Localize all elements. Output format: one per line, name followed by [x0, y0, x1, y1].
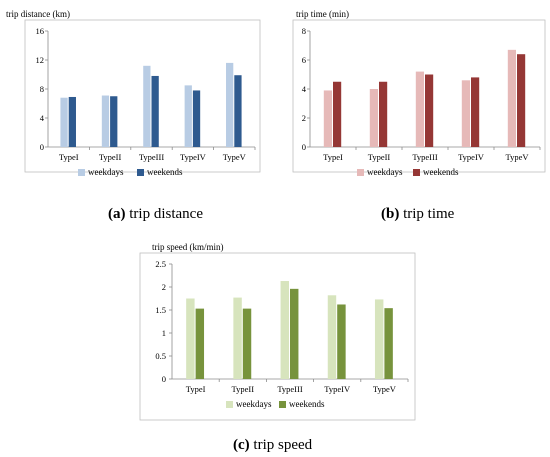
- bar-weekends-TypeIV: [192, 90, 201, 147]
- y-tick-label: 8: [302, 26, 306, 36]
- y-tick-label: 16: [36, 26, 45, 36]
- chart-frame: [24, 19, 261, 173]
- y-axis-label: trip speed (km/min): [152, 242, 224, 252]
- bar-weekends-TypeIII: [290, 288, 299, 379]
- bar-weekdays-TypeII: [233, 297, 242, 379]
- caption-a-letter: (a): [108, 206, 126, 222]
- caption-a: (a) trip distance: [108, 206, 203, 223]
- legend-label-weekdays: weekdays: [88, 167, 124, 177]
- bar-weekdays-TypeII: [369, 89, 378, 147]
- legend-label-weekdays: weekdays: [367, 167, 403, 177]
- x-tick-label: TypeIV: [180, 152, 207, 162]
- bar-weekends-TypeIV: [471, 77, 480, 147]
- y-tick-label: 2: [162, 282, 166, 292]
- bar-weekends-TypeIII: [425, 74, 434, 147]
- legend-swatch-weekends: [279, 401, 286, 408]
- legend-swatch-weekends: [413, 169, 420, 176]
- bar-weekdays-TypeV: [507, 49, 516, 147]
- x-tick-label: TypeIII: [412, 152, 438, 162]
- y-tick-label: 6: [302, 55, 306, 65]
- x-tick-label: TypeII: [99, 152, 122, 162]
- y-tick-label: 4: [302, 84, 307, 94]
- bar-weekends-TypeII: [242, 308, 252, 379]
- x-tick-label: TypeV: [373, 384, 397, 394]
- x-tick-label: TypeI: [59, 152, 79, 162]
- bar-weekends-TypeV: [234, 75, 242, 147]
- x-tick-label: TypeIV: [324, 384, 351, 394]
- chart-2: trip speed (km/min) 0 0.5 1 1.5 2 2.5 TypeI Type…: [139, 242, 416, 421]
- bar-weekends-TypeV: [384, 308, 393, 379]
- x-tick-label: TypeIII: [277, 384, 303, 394]
- y-tick-label: 12: [36, 55, 45, 65]
- x-tick-label: TypeI: [186, 384, 206, 394]
- bar-weekdays-TypeI: [323, 90, 332, 147]
- x-tick-label: TypeV: [505, 152, 529, 162]
- bar-weekdays-TypeV: [374, 299, 384, 379]
- x-tick-label: TypeIII: [139, 152, 165, 162]
- y-tick-label: 0: [162, 374, 166, 384]
- y-tick-label: 0.5: [155, 351, 166, 361]
- y-tick-label: 0: [302, 142, 306, 152]
- legend-swatch-weekdays: [226, 401, 233, 408]
- bar-weekdays-TypeII: [101, 95, 110, 147]
- caption-b: (b) trip time: [381, 206, 454, 223]
- x-tick-label: TypeII: [368, 152, 391, 162]
- legend-swatch-weekdays: [357, 169, 364, 176]
- chart-1: trip time (min) 0 2 4 6 8 TypeI TypeII TypeIII Ty…: [292, 9, 546, 177]
- caption-b-text: trip time: [399, 206, 455, 222]
- caption-c: (c) trip speed: [233, 437, 312, 454]
- bar-weekdays-TypeIV: [184, 85, 192, 147]
- legend-swatch-weekdays: [78, 169, 85, 176]
- y-axis-label: trip distance (km): [6, 9, 70, 19]
- bar-weekdays-TypeIII: [415, 71, 424, 147]
- x-tick-label: TypeIV: [458, 152, 485, 162]
- caption-b-letter: (b): [381, 206, 400, 222]
- bar-weekends-TypeI: [195, 308, 205, 379]
- y-tick-label: 2.5: [155, 259, 166, 269]
- legend-label-weekends: weekends: [147, 167, 183, 177]
- x-tick-label: TypeI: [323, 152, 343, 162]
- legend-label-weekends: weekends: [289, 399, 325, 409]
- bar-weekends-TypeI: [333, 81, 342, 147]
- bar-weekends-TypeII: [110, 96, 118, 147]
- bar-weekdays-TypeIII: [143, 65, 151, 147]
- bar-weekdays-TypeV: [226, 62, 234, 147]
- y-axis-label: trip time (min): [296, 9, 349, 19]
- legend-label-weekdays: weekdays: [236, 399, 272, 409]
- bar-weekends-TypeIV: [337, 304, 346, 379]
- bar-weekdays-TypeIV: [327, 295, 337, 379]
- y-tick-label: 8: [40, 84, 44, 94]
- caption-a-text: trip distance: [125, 206, 203, 222]
- y-tick-label: 0: [40, 142, 44, 152]
- y-tick-label: 1.5: [155, 305, 166, 315]
- bar-weekends-TypeIII: [151, 75, 159, 147]
- legend-swatch-weekends: [137, 169, 144, 176]
- x-tick-label: TypeII: [232, 384, 255, 394]
- y-tick-label: 1: [162, 328, 166, 338]
- bar-weekends-TypeV: [517, 54, 526, 148]
- caption-c-text: trip speed: [249, 437, 313, 453]
- legend-label-weekends: weekends: [423, 167, 459, 177]
- bar-weekends-TypeI: [68, 96, 76, 147]
- bar-weekdays-TypeI: [60, 97, 68, 147]
- caption-c-letter: (c): [233, 437, 250, 453]
- y-tick-label: 2: [302, 113, 306, 123]
- bar-weekdays-TypeI: [186, 298, 195, 379]
- bar-weekdays-TypeIV: [461, 80, 470, 147]
- bar-weekends-TypeII: [379, 81, 388, 147]
- chart-frame: [139, 252, 416, 421]
- chart-0: trip distance (km) 0 4 8 12 16 TypeI TypeII Type…: [6, 9, 261, 177]
- x-tick-label: TypeV: [223, 152, 247, 162]
- bar-weekdays-TypeIII: [280, 281, 289, 379]
- y-tick-label: 4: [40, 113, 45, 123]
